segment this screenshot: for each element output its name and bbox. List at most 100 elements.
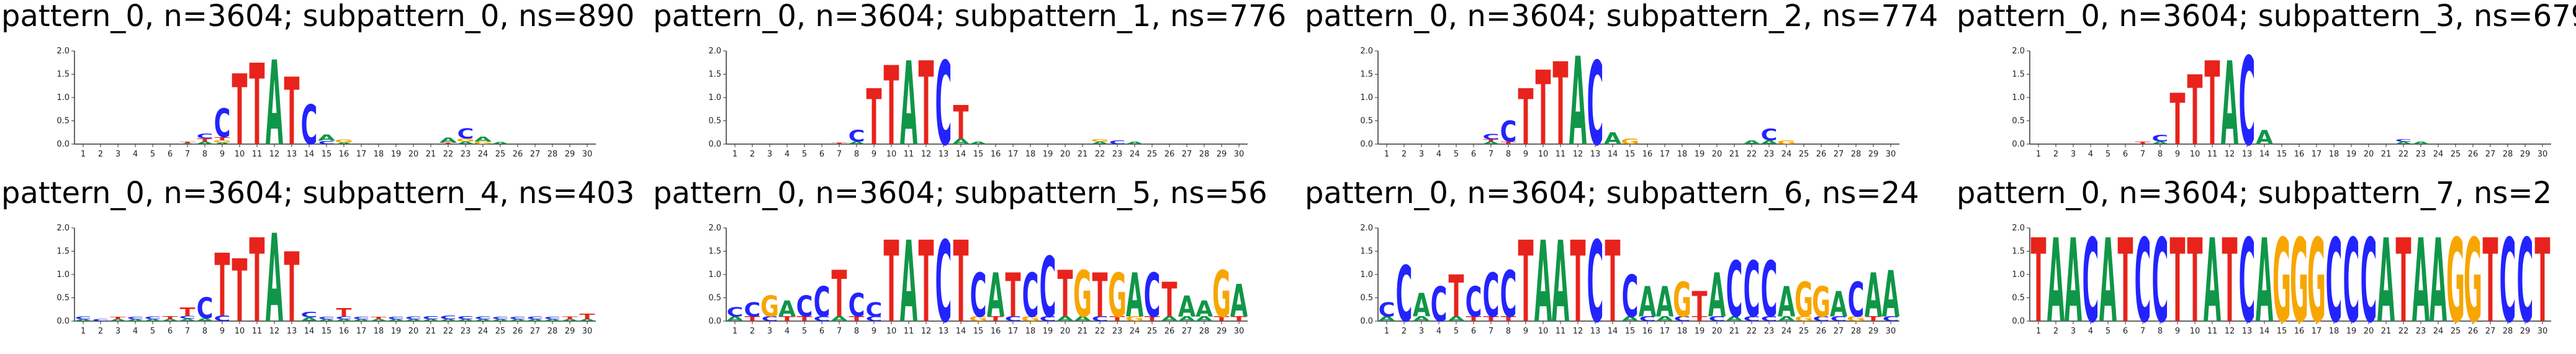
y-tick-label: 2.0 bbox=[56, 47, 70, 56]
x-tick-label: 8 bbox=[1506, 150, 1511, 159]
y-tick-label: 0.5 bbox=[2012, 294, 2025, 303]
y-tick-label: 0.0 bbox=[2012, 317, 2025, 326]
logo-letter-G: G bbox=[1125, 315, 1144, 323]
logo-letter-A: A bbox=[1656, 278, 1674, 326]
x-tick-label: 12 bbox=[921, 150, 932, 159]
x-tick-label: 21 bbox=[1078, 150, 1088, 159]
logo-letter-C: C bbox=[388, 316, 405, 320]
logo-letter-A: A bbox=[1230, 276, 1248, 327]
x-tick-label: 14 bbox=[1608, 327, 1618, 336]
logo-letter-C: C bbox=[75, 316, 92, 320]
logo-letter-C: C bbox=[2395, 139, 2412, 143]
x-tick-label: 11 bbox=[1556, 327, 1566, 336]
logo-panel-4: pattern_0, n=3604; subpattern_4, ns=403 0… bbox=[1, 176, 634, 350]
y-tick-label: 1.5 bbox=[56, 247, 70, 256]
x-tick-label: 23 bbox=[461, 150, 471, 159]
logo-letter-C: C bbox=[1744, 247, 1760, 335]
logo-letter-A: A bbox=[2377, 215, 2395, 348]
logo-letter-C: C bbox=[866, 299, 883, 321]
logo-letter-A: A bbox=[422, 319, 439, 322]
x-tick-label: 12 bbox=[2225, 150, 2235, 159]
x-tick-label: 13 bbox=[1590, 150, 1601, 159]
logo-letter-C: C bbox=[2326, 215, 2343, 348]
logo-letter-T: T bbox=[2170, 215, 2186, 348]
logo-letter-G: G bbox=[1073, 258, 1092, 332]
x-tick-label: 12 bbox=[2225, 327, 2235, 336]
logo-letter-T: T bbox=[1518, 74, 1534, 162]
logo-letter-G: G bbox=[1777, 140, 1796, 146]
logo-letter-A: A bbox=[266, 37, 283, 172]
logo-letter-T: T bbox=[1866, 315, 1882, 323]
x-tick-label: 5 bbox=[802, 150, 807, 159]
logo-letter-A: A bbox=[1621, 315, 1639, 323]
logo-letter-A: A bbox=[1378, 315, 1396, 323]
x-tick-label: 14 bbox=[956, 150, 966, 159]
logo-letter-C: C bbox=[145, 316, 161, 320]
logo-letter-T: T bbox=[562, 316, 578, 320]
x-tick-label: 16 bbox=[2294, 150, 2305, 159]
y-tick-label: 1.5 bbox=[708, 247, 721, 256]
x-tick-label: 8 bbox=[2158, 150, 2163, 159]
logo-letter-T: T bbox=[1466, 315, 1482, 323]
y-tick-label: 2.0 bbox=[56, 224, 70, 233]
x-tick-label: 30 bbox=[2538, 150, 2548, 159]
logo-letter-T: T bbox=[919, 218, 934, 348]
x-tick-label: 28 bbox=[1851, 150, 1862, 159]
logo-letter-C: C bbox=[1396, 251, 1413, 339]
x-tick-label: 16 bbox=[2294, 327, 2305, 336]
x-tick-label: 13 bbox=[287, 327, 297, 336]
x-tick-label: 21 bbox=[426, 327, 436, 336]
logo-letter-C: C bbox=[2083, 215, 2099, 348]
x-tick-label: 20 bbox=[1712, 150, 1723, 159]
logo-letter-C: C bbox=[1144, 261, 1161, 332]
x-tick-label: 5 bbox=[1454, 150, 1459, 159]
x-tick-label: 24 bbox=[2433, 327, 2444, 336]
x-tick-label: 28 bbox=[1851, 327, 1862, 336]
logo-letter-A: A bbox=[561, 319, 579, 322]
x-tick-label: 6 bbox=[168, 327, 173, 336]
logo-letter-A: A bbox=[1830, 284, 1847, 325]
y-tick-label: 0.0 bbox=[1360, 140, 1373, 149]
x-tick-label: 6 bbox=[819, 327, 824, 336]
x-tick-label: 8 bbox=[2158, 327, 2163, 336]
x-tick-label: 28 bbox=[547, 327, 558, 336]
logo-letter-C: C bbox=[2152, 215, 2169, 348]
x-tick-label: 3 bbox=[767, 150, 772, 159]
x-tick-label: 21 bbox=[2381, 327, 2392, 336]
logo-letter-C: C bbox=[1761, 315, 1778, 323]
logo-letter-T: T bbox=[1692, 284, 1708, 325]
x-tick-label: 14 bbox=[304, 327, 315, 336]
logo-letter-A: A bbox=[1726, 315, 1744, 323]
x-tick-label: 4 bbox=[1436, 327, 1441, 336]
x-tick-label: 26 bbox=[513, 150, 523, 159]
logo-letter-T: T bbox=[215, 137, 230, 142]
x-tick-label: 8 bbox=[202, 327, 207, 336]
logo-letter-T: T bbox=[371, 316, 387, 320]
logo-letter-T: T bbox=[180, 306, 196, 319]
logo-letter-C: C bbox=[744, 299, 761, 321]
logo-letter-C: C bbox=[1587, 38, 1604, 171]
logo-letter-T: T bbox=[832, 258, 847, 332]
logo-letter-A: A bbox=[544, 319, 561, 322]
logo-letter-T: T bbox=[1092, 261, 1108, 332]
logo-letter-A: A bbox=[987, 261, 1004, 332]
logo-letter-A: A bbox=[900, 218, 917, 348]
x-tick-label: 26 bbox=[1816, 327, 1827, 336]
y-tick-label: 1.5 bbox=[56, 70, 70, 79]
logo-letter-C: C bbox=[318, 316, 335, 320]
x-tick-label: 4 bbox=[1436, 150, 1441, 159]
x-tick-label: 13 bbox=[2242, 150, 2253, 159]
x-tick-label: 27 bbox=[1834, 150, 1844, 159]
x-tick-label: 18 bbox=[1677, 327, 1688, 336]
logo-letter-A: A bbox=[2151, 141, 2169, 145]
x-tick-label: 13 bbox=[1590, 327, 1601, 336]
x-tick-label: 9 bbox=[871, 327, 876, 336]
logo-letter-A: A bbox=[318, 134, 336, 143]
logo-letter-C: C bbox=[1639, 315, 1656, 323]
x-tick-label: 26 bbox=[1164, 327, 1175, 336]
logo-letter-A: A bbox=[387, 319, 405, 322]
x-tick-label: 23 bbox=[461, 327, 471, 336]
y-tick-label: 1.5 bbox=[708, 70, 721, 79]
logo-letter-G: G bbox=[2290, 215, 2308, 348]
